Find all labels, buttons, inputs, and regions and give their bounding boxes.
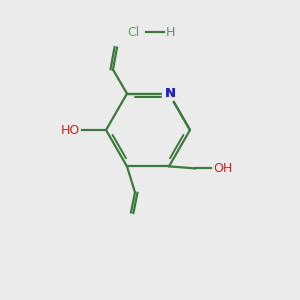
Text: Cl: Cl (128, 26, 140, 38)
Text: OH: OH (213, 162, 232, 175)
Text: H: H (166, 26, 175, 38)
Text: N: N (164, 87, 175, 100)
Text: HO: HO (61, 124, 80, 136)
Text: N: N (164, 87, 175, 100)
